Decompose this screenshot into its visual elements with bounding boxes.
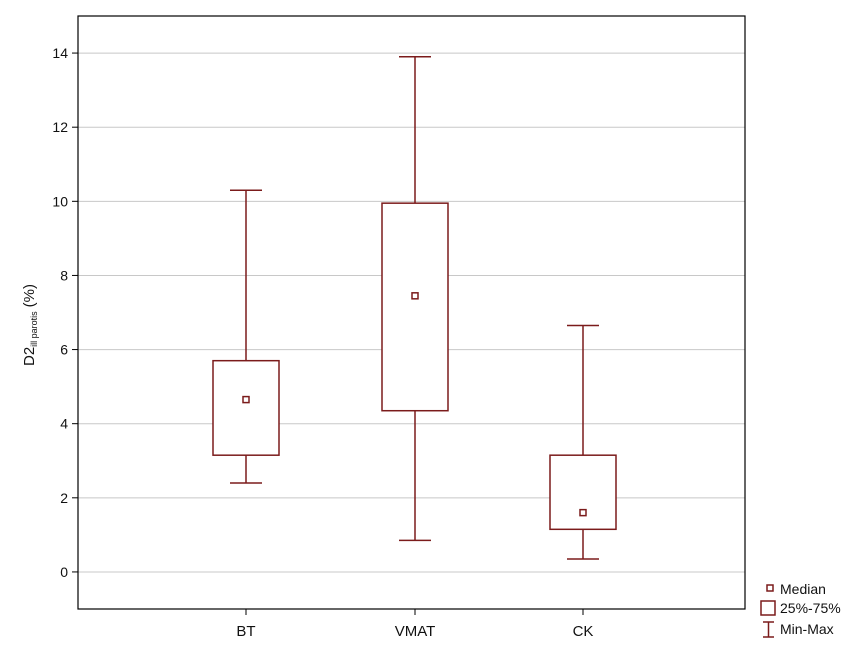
y-tick-label: 14 (52, 45, 68, 61)
median-marker (579, 508, 587, 517)
legend-median-label: Median (780, 581, 826, 597)
legend-whisker-label: Min-Max (780, 621, 834, 637)
x-axis-category-labels: BT VMAT CK (236, 609, 593, 640)
plot-area-frame (77, 15, 746, 610)
y-tick-label: 0 (60, 564, 68, 580)
y-tick-label: 6 (60, 342, 68, 358)
box-series (212, 56, 617, 560)
legend-box-label: 25%-75% (780, 600, 841, 616)
box-bt (212, 189, 280, 484)
y-axis-ticks: 0 2 4 6 8 10 12 14 (52, 45, 78, 580)
y-axis-label-unit: (%) (21, 284, 38, 307)
legend: Median 25%-75% Min-Max (760, 581, 841, 638)
y-tick-label: 2 (60, 490, 68, 506)
y-axis-label: D2ill parotis (%) (21, 284, 39, 366)
iqr-box (212, 359, 280, 456)
box-vmat (381, 56, 449, 542)
legend-median-marker (766, 584, 774, 592)
iqr-box (381, 202, 449, 412)
x-category-label: BT (236, 623, 255, 640)
y-tick-label: 12 (52, 119, 68, 135)
y-tick-label: 8 (60, 267, 68, 283)
legend-whisker-marker (763, 621, 774, 638)
x-category-label: CK (573, 623, 594, 640)
y-tick-label: 10 (52, 193, 68, 209)
median-marker (242, 395, 250, 404)
median-marker (411, 292, 419, 300)
y-axis-label-main: D2 (21, 347, 38, 366)
x-category-label: VMAT (395, 623, 436, 640)
y-axis-label-subscript: ill parotis (29, 311, 39, 347)
box-ck (549, 324, 617, 560)
iqr-box (549, 454, 617, 531)
y-tick-label: 4 (60, 416, 68, 432)
legend-box-marker (760, 600, 776, 616)
